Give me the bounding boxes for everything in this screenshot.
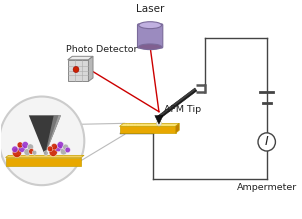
Polygon shape	[158, 88, 196, 118]
Polygon shape	[120, 123, 179, 126]
Circle shape	[12, 148, 21, 157]
Circle shape	[22, 141, 29, 148]
Bar	[141, 123, 143, 126]
Bar	[137, 123, 140, 126]
Polygon shape	[68, 56, 93, 60]
Text: AFM Tip: AFM Tip	[164, 104, 201, 114]
Bar	[144, 123, 146, 126]
Polygon shape	[175, 123, 179, 133]
Circle shape	[27, 144, 34, 150]
Bar	[120, 126, 175, 133]
Polygon shape	[88, 56, 93, 81]
Circle shape	[63, 144, 69, 150]
Circle shape	[60, 148, 67, 155]
Ellipse shape	[139, 22, 162, 29]
Circle shape	[57, 141, 64, 148]
Polygon shape	[29, 115, 61, 155]
Polygon shape	[68, 60, 88, 81]
Polygon shape	[45, 115, 61, 155]
Polygon shape	[5, 155, 84, 157]
Ellipse shape	[139, 44, 162, 50]
Circle shape	[12, 146, 18, 152]
Text: Laser: Laser	[136, 4, 164, 14]
Bar	[130, 123, 133, 126]
Circle shape	[32, 150, 37, 155]
Circle shape	[156, 121, 161, 126]
Bar	[5, 157, 81, 166]
Circle shape	[258, 133, 275, 151]
Circle shape	[73, 67, 79, 72]
Text: Photo Detector: Photo Detector	[66, 45, 137, 54]
Bar	[127, 123, 129, 126]
Circle shape	[55, 144, 62, 152]
Bar	[148, 123, 150, 126]
Circle shape	[24, 149, 31, 155]
Circle shape	[44, 151, 48, 155]
Circle shape	[65, 147, 70, 153]
Bar	[134, 123, 136, 126]
Circle shape	[47, 146, 53, 152]
Circle shape	[49, 148, 57, 156]
Polygon shape	[158, 88, 197, 119]
Circle shape	[18, 145, 26, 152]
Bar	[123, 123, 126, 126]
Polygon shape	[155, 116, 163, 124]
Circle shape	[51, 143, 57, 150]
Polygon shape	[45, 115, 61, 155]
FancyBboxPatch shape	[137, 24, 163, 48]
Circle shape	[29, 149, 34, 154]
Text: Ampermeter: Ampermeter	[236, 183, 297, 192]
Text: I: I	[265, 135, 268, 148]
Circle shape	[17, 142, 23, 148]
Circle shape	[0, 97, 84, 185]
